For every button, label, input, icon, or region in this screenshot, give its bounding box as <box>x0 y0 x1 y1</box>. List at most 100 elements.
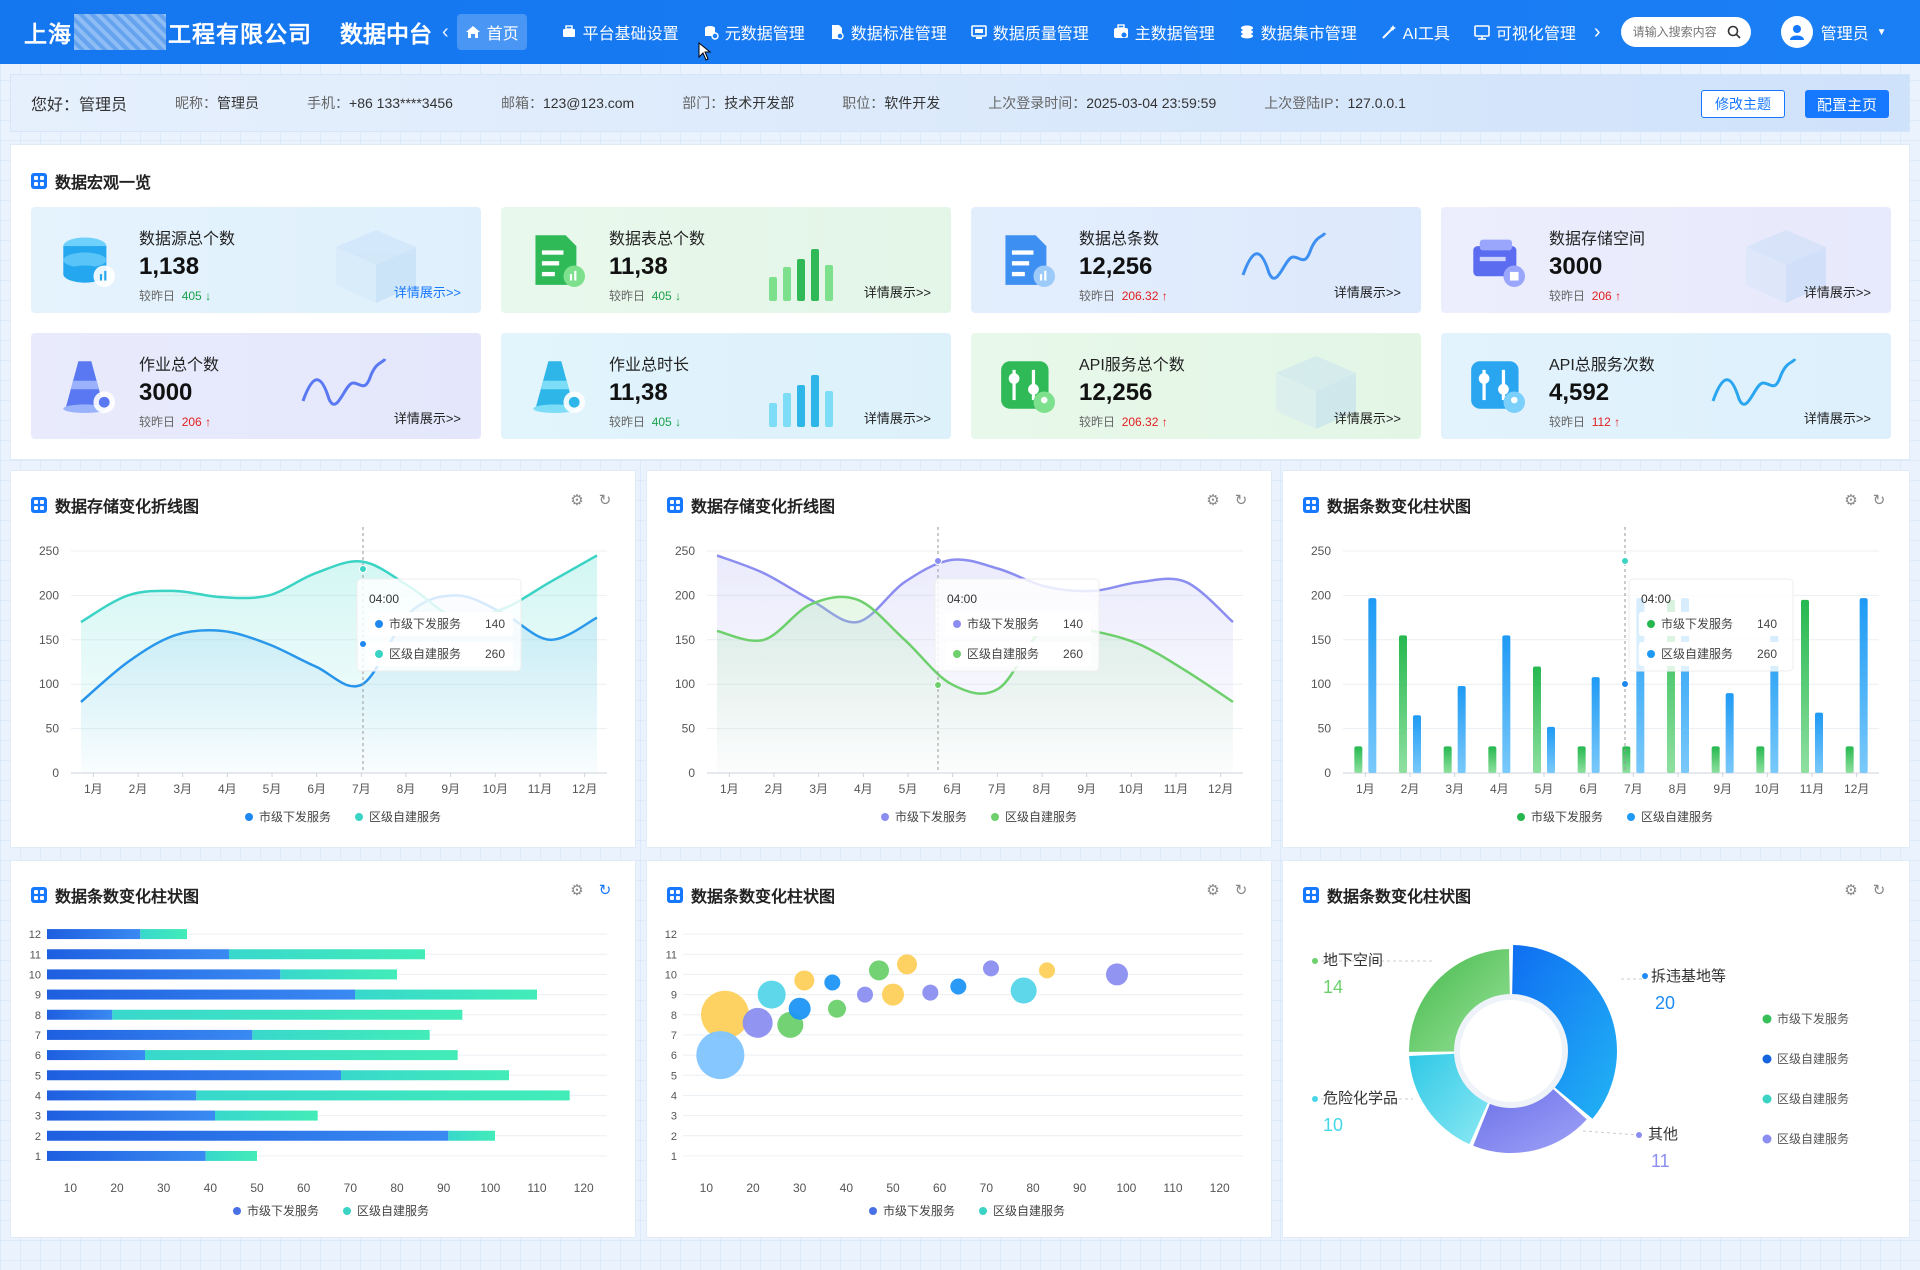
donut-hole <box>1454 994 1568 1108</box>
bubble-point <box>897 954 917 975</box>
bar <box>47 1009 113 1020</box>
nav-item-label: 可视化管理 <box>1495 26 1576 43</box>
y-tick-label: 0 <box>688 766 695 780</box>
nav-item-5[interactable]: 数据集市管理 <box>1227 0 1369 64</box>
refresh-icon[interactable]: ↻ <box>1234 492 1248 509</box>
refresh-icon[interactable]: ↻ <box>1872 492 1886 509</box>
settings-icon[interactable]: ⚙ <box>1844 492 1858 509</box>
settings-icon[interactable]: ⚙ <box>1206 492 1220 509</box>
card-title: 作业总时长 <box>609 357 690 374</box>
settings-icon[interactable]: ⚙ <box>1844 882 1858 899</box>
tooltip-label: 市级下发服务 <box>389 616 461 631</box>
legend-label: 区级自建服务 <box>357 1203 429 1218</box>
overview-card: 数据表总个数 11,38 较昨日 405 ↓ 详情展示>> <box>501 207 951 313</box>
tooltip-value: 260 <box>1757 647 1777 661</box>
legend-label: 区级自建服务 <box>1641 809 1713 824</box>
tooltip-marker <box>953 620 961 628</box>
search-box[interactable] <box>1620 17 1751 47</box>
card-title: 数据存储空间 <box>1549 231 1646 248</box>
settings-icon[interactable]: ⚙ <box>570 492 584 509</box>
card-details-link[interactable]: 详情展示>> <box>393 411 461 426</box>
bubble-point <box>742 1007 773 1038</box>
configure-home-button[interactable]: 配置主页 <box>1805 90 1889 118</box>
chevron-right-icon[interactable]: › <box>1593 20 1601 43</box>
y-tick-label: 5 <box>671 1070 677 1082</box>
refresh-icon[interactable]: ↻ <box>1234 882 1248 899</box>
search-input[interactable] <box>1632 25 1723 39</box>
y-tick-label: 3 <box>671 1111 677 1123</box>
bubble-point <box>788 997 811 1020</box>
y-tick-label: 4 <box>35 1090 41 1102</box>
x-tick-label: 1月 <box>84 782 103 796</box>
y-tick-label: 50 <box>46 722 60 736</box>
slice-label: 地下空间 <box>1323 952 1383 969</box>
refresh-icon[interactable]: ↻ <box>598 492 612 509</box>
x-tick-label: 1月 <box>1356 782 1375 796</box>
bubble-point <box>1010 977 1037 1004</box>
y-tick-label: 9 <box>35 990 41 1002</box>
card-title: API服务总个数 <box>1079 357 1185 374</box>
card-details-link[interactable]: 详情展示>> <box>1803 411 1871 426</box>
card-delta: 405 <box>651 289 672 303</box>
bar <box>47 1110 215 1121</box>
search-icon[interactable] <box>1727 25 1741 39</box>
card-details-link[interactable]: 详情展示>> <box>863 285 931 300</box>
nav-item-1[interactable]: 元数据管理 <box>691 0 817 64</box>
label-marker <box>1312 958 1318 964</box>
card-details-link[interactable]: 详情展示>> <box>863 411 931 426</box>
redacted-mosaic <box>74 14 166 50</box>
nav-item-2[interactable]: 数据标准管理 <box>817 0 959 64</box>
refresh-icon[interactable]: ↻ <box>598 882 612 899</box>
settings-icon[interactable]: ⚙ <box>1206 882 1220 899</box>
legend-label: 市级下发服务 <box>247 1203 319 1218</box>
card-value: 4,592 <box>1549 379 1610 406</box>
bar <box>47 969 281 980</box>
refresh-icon[interactable]: ↻ <box>1872 882 1886 899</box>
x-tick-label: 6月 <box>943 782 962 796</box>
nav-item-3[interactable]: 数据质量管理 <box>959 0 1101 64</box>
card-compare: 较昨日 206.32 ↑ <box>1079 415 1168 429</box>
x-tick-label: 4月 <box>218 782 237 796</box>
bar <box>1859 598 1868 773</box>
card-details-link[interactable]: 详情展示>> <box>1803 285 1871 300</box>
overview-card: 数据总条数 12,256 较昨日 206.32 ↑ 详情展示>> <box>971 207 1421 313</box>
card-details-link[interactable]: 详情展示>> <box>393 285 461 300</box>
chevron-left-icon[interactable]: ‹ <box>442 20 449 43</box>
document-icon <box>829 24 845 40</box>
user-menu[interactable]: 管理员 ▼ <box>1780 16 1887 48</box>
y-tick-label: 10 <box>29 969 41 981</box>
change-theme-button[interactable]: 修改主题 <box>1701 90 1785 118</box>
bar <box>1502 635 1511 773</box>
x-tick-label: 1月 <box>720 782 739 796</box>
settings-icon[interactable]: ⚙ <box>570 882 584 899</box>
legend-marker <box>343 1207 351 1215</box>
nav-item-0[interactable]: 平台基础设置 <box>549 0 691 64</box>
bar <box>1591 677 1600 773</box>
x-tick-label: 4月 <box>1490 782 1509 796</box>
card-value: 12,256 <box>1079 253 1153 280</box>
x-tick-label: 10 <box>64 1181 78 1195</box>
x-tick-label: 90 <box>1073 1181 1087 1195</box>
guide-point <box>934 557 942 565</box>
bar <box>112 1009 463 1020</box>
card-details-link[interactable]: 详情展示>> <box>1333 285 1401 300</box>
nav-item-7[interactable]: 可视化管理 <box>1462 0 1588 64</box>
nav-item-6[interactable]: AI工具 <box>1369 0 1462 64</box>
bar <box>205 1150 257 1161</box>
legend-marker <box>991 813 999 821</box>
x-tick-label: 60 <box>933 1181 947 1195</box>
arrow-up-icon: ↑ <box>1161 415 1168 429</box>
y-tick-label: 8 <box>671 1010 677 1022</box>
nav-item-4[interactable]: 主数据管理 <box>1101 0 1227 64</box>
bar <box>47 1130 449 1141</box>
x-tick-label: 12月 <box>1208 782 1233 796</box>
home-button[interactable]: 首页 <box>456 14 527 50</box>
card-details-link[interactable]: 详情展示>> <box>1333 411 1401 426</box>
donut-slice <box>1409 949 1510 1052</box>
bar-decoration <box>769 375 833 427</box>
y-tick-label: 8 <box>35 1010 41 1022</box>
nav-item-label: 数据集市管理 <box>1260 26 1357 43</box>
card-compare: 较昨日 206 ↑ <box>1549 289 1622 303</box>
bar <box>196 1090 570 1101</box>
